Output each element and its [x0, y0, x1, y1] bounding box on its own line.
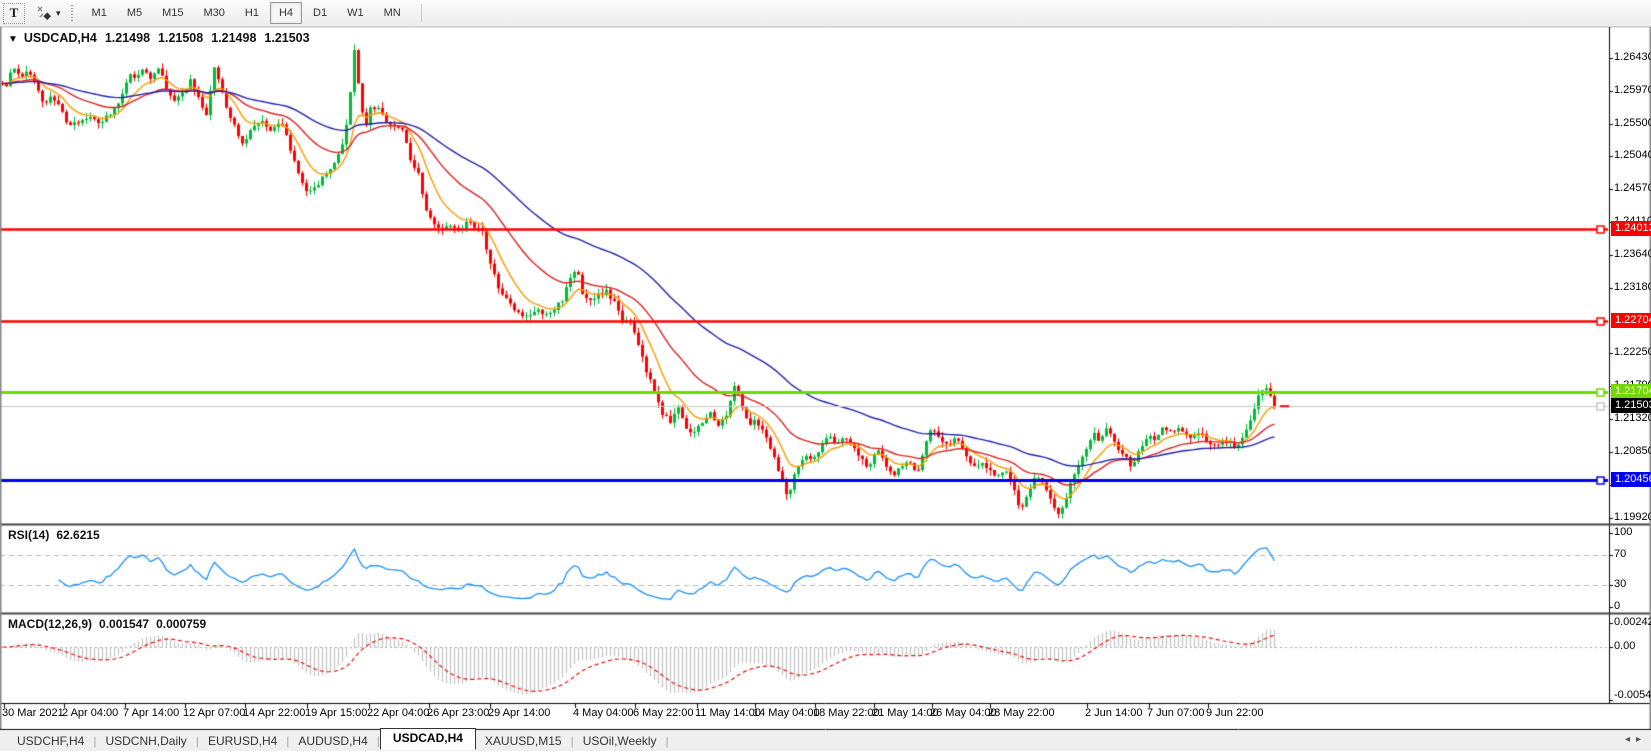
chart-tab-usdcad[interactable]: USDCAD,H4 [379, 728, 476, 750]
chart-tab-xauusd[interactable]: XAUUSD,M15 [484, 734, 562, 748]
chart-tab-usdchf[interactable]: USDCHF,H4 [17, 734, 85, 748]
arrows-tool-icon[interactable] [33, 3, 55, 23]
timeframe-button-w1[interactable]: W1 [347, 7, 364, 19]
tab-scroll-arrows[interactable]: ◂▸ [1625, 734, 1647, 745]
chart-tab-eurusd[interactable]: EURUSD,H4 [207, 734, 278, 748]
arrows-dropdown-caret[interactable]: ▾ [56, 7, 61, 18]
timeframe-button-d1[interactable]: D1 [313, 7, 328, 19]
text-tool-icon[interactable]: T [3, 2, 25, 24]
tab-scroll-left-icon[interactable]: ◂ [1624, 734, 1636, 745]
chart-tab-usdcnh[interactable]: USDCNH,Daily [105, 734, 187, 748]
tab-separator: | [570, 734, 574, 748]
tab-separator: | [286, 734, 290, 748]
tab-separator: | [376, 734, 380, 748]
tab-separator: | [195, 734, 199, 748]
tab-separator: | [665, 734, 669, 748]
timeframe-button-m1[interactable]: M1 [91, 7, 107, 19]
arrows-glyph [37, 6, 52, 21]
timeframe-button-mn[interactable]: MN [383, 7, 401, 19]
chart-tab-usoil[interactable]: USOil,Weekly [582, 734, 657, 748]
timeframe-button-m5[interactable]: M5 [126, 7, 143, 19]
toolbar-separator [420, 4, 422, 22]
tab-scroll-right-icon[interactable]: ▸ [1635, 734, 1647, 745]
chart-tab-audusd[interactable]: AUDUSD,H4 [298, 734, 368, 748]
tab-separator: | [93, 734, 97, 748]
timeframe-toolbar: M1 M5 M15 M30 H1 H4 D1 W1 MN [82, 2, 411, 24]
timeframe-button-m15[interactable]: M15 [162, 7, 184, 19]
toolbar-grip[interactable] [70, 5, 73, 21]
timeframe-button-h4[interactable]: H4 [269, 2, 303, 24]
timeframe-button-m30[interactable]: M30 [203, 7, 225, 19]
timeframe-button-h1[interactable]: H1 [244, 7, 259, 19]
top-toolbar: T ▾ M1 M5 M15 M30 H1 H4 D1 W1 MN [0, 0, 1651, 27]
chart-tab-bar: USDCHF,H4 | USDCNH,Daily | EURUSD,H4 | AUDUSD,… [0, 728, 1651, 751]
